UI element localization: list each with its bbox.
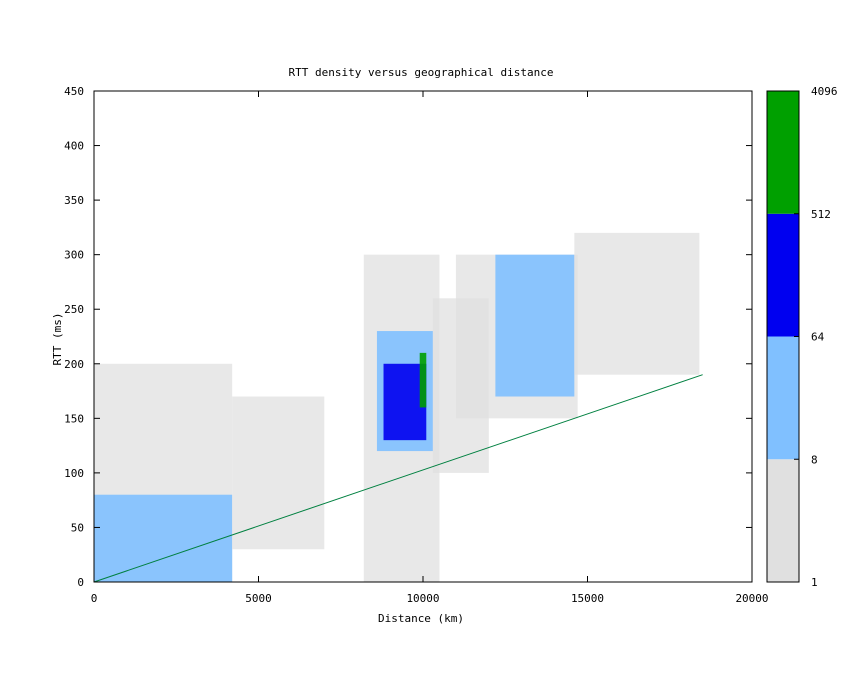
density-region-6 [419, 352, 427, 408]
x-tick-label: 15000 [571, 592, 604, 605]
y-tick-label: 150 [64, 412, 84, 425]
density-cells [94, 232, 700, 582]
x-tick-label: 20000 [735, 592, 768, 605]
density-region-2 [232, 396, 325, 550]
density-region-9 [495, 254, 575, 397]
density-region-5 [383, 363, 427, 441]
y-tick-label: 300 [64, 249, 84, 262]
y-axis-label: RTT (ms) [51, 313, 64, 366]
colorbar-tick-label: 512 [811, 208, 831, 221]
colorbar-tick-label: 8 [811, 453, 818, 466]
y-tick-label: 250 [64, 303, 84, 316]
colorbar: 1 8 64 512 4096 [766, 85, 838, 589]
y-tick-label: 0 [77, 576, 84, 589]
colorbar-tick-label: 4096 [811, 85, 838, 98]
density-region-1 [94, 494, 233, 582]
colorbar-band-2 [767, 213, 799, 337]
y-tick-label: 200 [64, 358, 84, 371]
x-tick-label: 5000 [245, 592, 272, 605]
colorbar-tick-label: 64 [811, 331, 825, 344]
y-tick-label: 450 [64, 85, 84, 98]
y-tick-label: 100 [64, 467, 84, 480]
y-tick-label: 400 [64, 140, 84, 153]
density-region-10 [574, 232, 700, 375]
colorbar-band-0 [767, 459, 799, 582]
x-axis-ticks: 0 5000 10000 15000 20000 [91, 91, 769, 605]
x-axis-label: Distance (km) [378, 612, 464, 625]
x-tick-label: 0 [91, 592, 98, 605]
y-axis-ticks: 0 50 100 150 200 250 300 350 400 450 [64, 85, 752, 589]
colorbar-band-1 [767, 336, 799, 460]
x-tick-label: 10000 [406, 592, 439, 605]
reference-line [93, 374, 703, 583]
y-tick-label: 350 [64, 194, 84, 207]
colorbar-band-3 [767, 91, 799, 214]
y-tick-label: 50 [71, 521, 84, 534]
chart-title: RTT density versus geographical distance [289, 66, 554, 79]
colorbar-tick-label: 1 [811, 576, 818, 589]
